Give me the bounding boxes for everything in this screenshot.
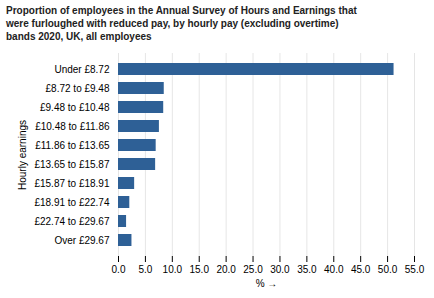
svg-text:£9.48 to £10.48: £9.48 to £10.48 [40,102,110,113]
svg-text:£18.91 to £22.74: £18.91 to £22.74 [34,197,110,208]
svg-text:45.0: 45.0 [351,264,371,275]
svg-text:5.0: 5.0 [138,264,152,275]
svg-text:50.0: 50.0 [378,264,398,275]
svg-text:£15.87 to £18.91: £15.87 to £18.91 [34,178,110,189]
svg-text:35.0: 35.0 [297,264,317,275]
svg-text:55.0: 55.0 [405,264,425,275]
svg-text:10.0: 10.0 [163,264,183,275]
svg-text:£11.86 to £13.65: £11.86 to £13.65 [35,140,110,151]
svg-text:Under £8.72: Under £8.72 [54,64,109,75]
svg-text:£22.74 to £29.67: £22.74 to £29.67 [34,216,110,227]
svg-text:40.0: 40.0 [324,264,344,275]
svg-text:Hourly earnings: Hourly earnings [17,120,28,190]
svg-text:£13.65 to £15.87: £13.65 to £15.87 [34,159,110,170]
svg-text:30.0: 30.0 [270,264,290,275]
html-text:Proportion of employees in the: Proportion of employees in the Annual Su… [6,5,357,42]
svg-text:Over £29.67: Over £29.67 [54,235,109,246]
svg-text:25.0: 25.0 [243,264,263,275]
svg-text:15.0: 15.0 [189,264,209,275]
svg-text:20.0: 20.0 [216,264,236,275]
svg-text:% →: % → [256,278,278,289]
svg-text:0.0: 0.0 [112,264,126,275]
svg-text:£10.48 to £11.86: £10.48 to £11.86 [35,121,110,132]
svg-text:£8.72 to £9.48: £8.72 to £9.48 [46,83,110,94]
